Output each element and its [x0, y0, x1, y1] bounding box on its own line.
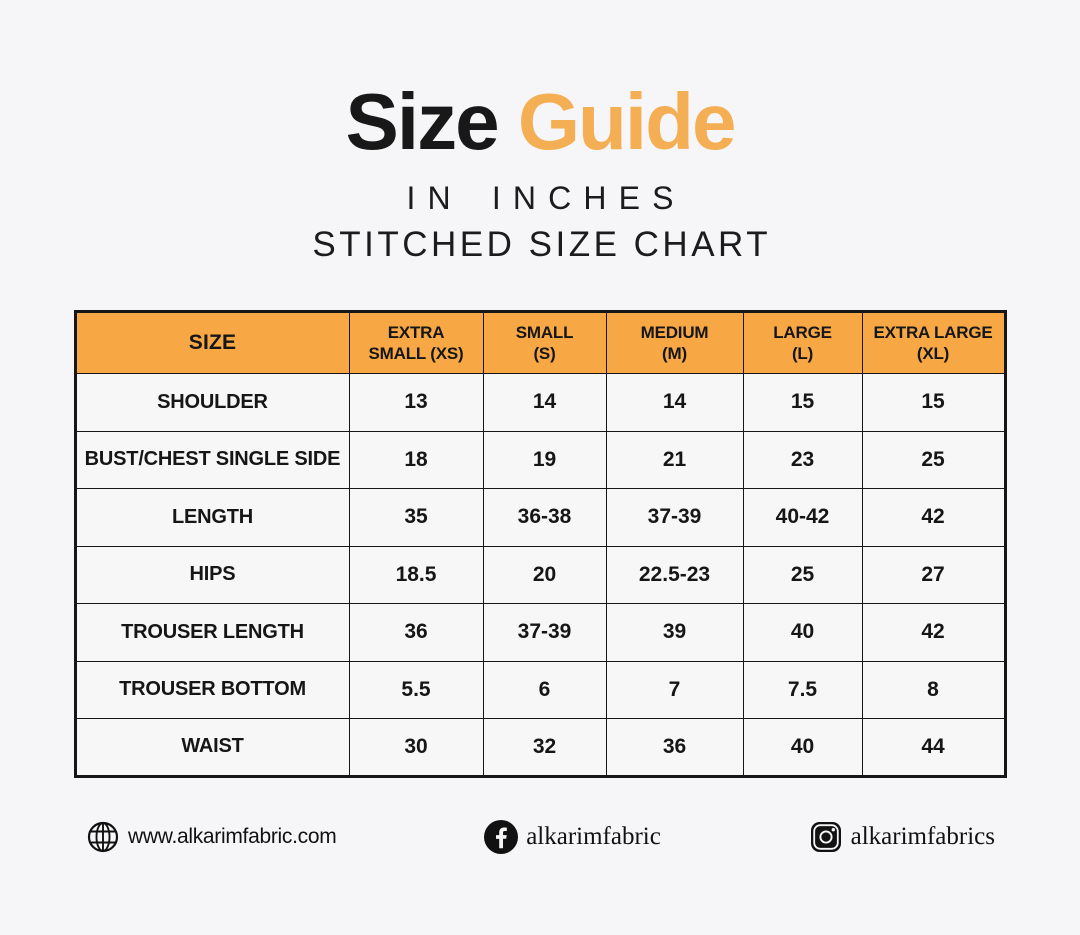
website-text: www.alkarimfabric.com — [128, 825, 337, 848]
footer: www.alkarimfabric.com alkarimfabric alka… — [0, 820, 1080, 854]
table-row-shoulder: SHOULDER 13 14 14 15 15 — [74, 373, 1006, 432]
instagram-handle: alkarimfabrics — [850, 823, 995, 850]
cell-value: 18.5 — [348, 545, 484, 604]
cell-value: 13 — [348, 373, 484, 432]
page-title: Size Guide — [0, 82, 1080, 162]
row-label: LENGTH — [74, 488, 350, 547]
cell-value: 19 — [482, 430, 607, 489]
cell-value: 37-39 — [605, 488, 744, 547]
table-row-waist: WAIST 30 32 36 40 44 — [74, 718, 1006, 777]
title-word-guide: Guide — [517, 77, 737, 166]
title-word-size: Size — [345, 77, 500, 166]
globe-icon — [87, 821, 119, 853]
instagram-icon — [810, 822, 841, 852]
cell-value: 14 — [605, 373, 744, 432]
table-row-bust-chest: BUST/CHEST SINGLE SIDE 18 19 21 23 25 — [74, 430, 1006, 489]
cell-value: 30 — [348, 718, 484, 777]
cell-value: 25 — [861, 430, 1006, 489]
table-row-trouser-length: TROUSER LENGTH 36 37-39 39 40 42 — [74, 603, 1006, 662]
cell-value: 40 — [742, 603, 863, 662]
cell-value: 36-38 — [482, 488, 607, 547]
cell-value: 18 — [348, 430, 484, 489]
cell-value: 36 — [605, 718, 744, 777]
header-cell-extra-large: EXTRA LARGE (XL) — [861, 311, 1006, 374]
header-cell-medium: MEDIUM (M) — [605, 311, 744, 374]
header-cell-extra-small: EXTRA SMALL (XS) — [348, 311, 484, 374]
cell-value: 20 — [482, 545, 607, 604]
subtitle-stitched-size-chart: STITCHED SIZE CHART — [312, 225, 772, 264]
cell-value: 27 — [861, 545, 1006, 604]
cell-value: 15 — [861, 373, 1006, 432]
cell-value: 35 — [348, 488, 484, 547]
facebook-handle: alkarimfabric — [526, 823, 661, 850]
cell-value: 15 — [742, 373, 863, 432]
facebook-link[interactable]: alkarimfabric — [484, 820, 661, 854]
cell-value: 7 — [605, 660, 744, 719]
cell-value: 37-39 — [482, 603, 607, 662]
row-label: TROUSER LENGTH — [74, 603, 350, 662]
header-cell-size: SIZE — [74, 311, 350, 374]
header-cell-small: SMALL (S) — [482, 311, 607, 374]
row-label: BUST/CHEST SINGLE SIDE — [74, 430, 350, 489]
subtitle-in-inches: IN INCHES — [406, 180, 686, 216]
table-header-row: SIZE EXTRA SMALL (XS) SMALL (S) MEDIUM (… — [74, 311, 1006, 374]
cell-value: 7.5 — [742, 660, 863, 719]
cell-value: 42 — [861, 603, 1006, 662]
size-chart-table: SIZE EXTRA SMALL (XS) SMALL (S) MEDIUM (… — [73, 310, 1007, 778]
instagram-link[interactable]: alkarimfabrics — [809, 820, 995, 854]
cell-value: 14 — [482, 373, 607, 432]
cell-value: 40 — [742, 718, 863, 777]
cell-value: 44 — [861, 718, 1006, 777]
cell-value: 8 — [861, 660, 1006, 719]
cell-value: 23 — [742, 430, 863, 489]
row-label: HIPS — [74, 545, 350, 604]
cell-value: 5.5 — [348, 660, 484, 719]
website-link[interactable]: www.alkarimfabric.com — [86, 820, 337, 854]
title-block: Size Guide IN INCHES STITCHED SIZE CHART — [0, 0, 1080, 265]
table-row-hips: HIPS 18.5 20 22.5-23 25 27 — [74, 545, 1006, 604]
header-cell-large: LARGE (L) — [742, 311, 863, 374]
cell-value: 36 — [348, 603, 484, 662]
cell-value: 42 — [861, 488, 1006, 547]
cell-value: 21 — [605, 430, 744, 489]
cell-value: 32 — [482, 718, 607, 777]
cell-value: 25 — [742, 545, 863, 604]
table-row-trouser-bottom: TROUSER BOTTOM 5.5 6 7 7.5 8 — [74, 660, 1006, 719]
cell-value: 22.5-23 — [605, 545, 744, 604]
cell-value: 39 — [605, 603, 744, 662]
facebook-icon — [484, 820, 519, 854]
row-label: WAIST — [74, 718, 350, 777]
row-label: SHOULDER — [74, 373, 350, 432]
cell-value: 6 — [482, 660, 607, 719]
cell-value: 40-42 — [742, 488, 863, 547]
table-row-length: LENGTH 35 36-38 37-39 40-42 42 — [74, 488, 1006, 547]
row-label: TROUSER BOTTOM — [74, 660, 350, 719]
